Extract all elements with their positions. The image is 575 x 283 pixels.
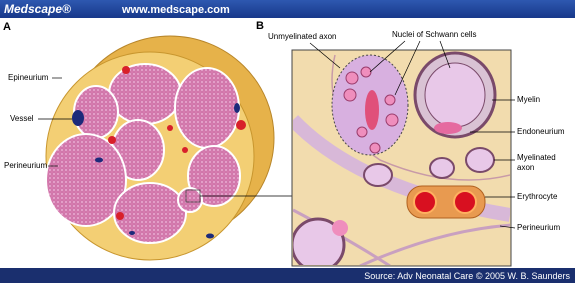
label: Perineurium — [4, 161, 47, 170]
label: Myelinated — [517, 153, 556, 162]
panel-letter: B — [256, 20, 264, 32]
panel-letter: A — [3, 21, 11, 33]
url[interactable]: www.medscape.com — [121, 4, 230, 16]
source: Source: Adv Neonatal Care © 2005 W. B. S… — [364, 271, 570, 281]
label: Myelin — [517, 95, 540, 104]
leader — [369, 40, 451, 96]
header-bar — [0, 0, 575, 18]
label: Unmyelinated axon — [268, 32, 336, 41]
leader — [499, 225, 516, 229]
label: Vessel — [10, 114, 34, 123]
label: Nuclei of Schwann cells — [392, 30, 476, 39]
footer-bar — [0, 268, 575, 283]
leader — [309, 42, 341, 69]
zoom-detail — [293, 51, 510, 265]
label: axon — [517, 163, 534, 172]
label: Erythrocyte — [517, 192, 558, 201]
label: Perineurium — [517, 223, 560, 232]
nerve-cross-section — [45, 35, 275, 261]
label: Epineurium — [8, 73, 49, 82]
label: Endoneurium — [517, 127, 565, 136]
logo[interactable]: Medscape® — [4, 2, 71, 16]
